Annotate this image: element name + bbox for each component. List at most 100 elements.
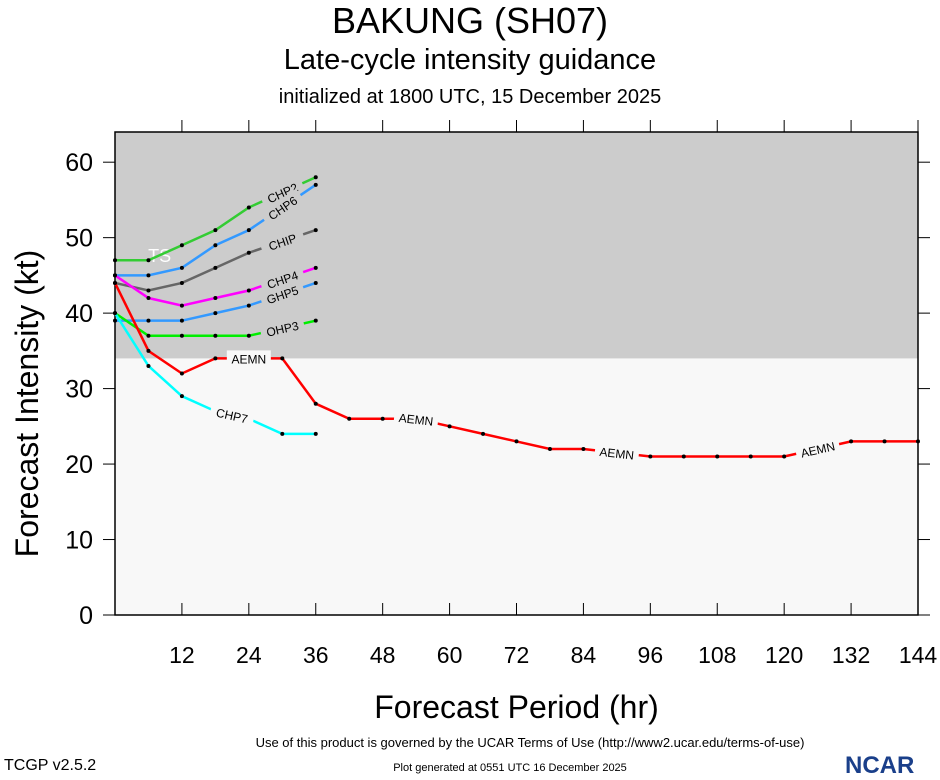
version-text: TCGP v2.5.2 [4,757,97,774]
data-point [146,333,151,338]
x-tick-label: 24 [236,642,262,668]
data-point [246,333,251,338]
y-tick-label: 60 [65,149,93,177]
label-background [258,264,306,293]
x-tick-label: 36 [303,642,329,668]
chart-subtitle: Late-cycle intensity guidance [283,44,657,76]
data-point [246,228,251,233]
x-tick-label: 132 [832,642,870,668]
y-tick-label: 30 [65,376,93,404]
data-point [313,431,318,436]
data-point [313,318,318,323]
y-tick-label: 0 [79,602,93,630]
data-point [179,371,184,376]
data-point [246,205,251,210]
x-tick-label: 48 [370,642,396,668]
x-tick-label: 72 [504,642,530,668]
y-tick-label: 50 [65,225,93,253]
data-point [882,439,887,444]
series-label-group: AEMN [594,442,640,463]
label-background [393,408,439,429]
data-point [280,431,285,436]
data-point [213,311,218,316]
data-point [113,258,117,263]
data-point [581,446,586,451]
data-point [313,280,318,285]
data-point [179,280,184,285]
x-tick-label: 108 [698,642,736,668]
label-background [258,176,306,208]
data-point [179,318,184,323]
x-axis-label: Forecast Period (hr) [374,689,659,725]
data-point [113,311,117,316]
data-point [113,273,117,278]
label-background [594,442,640,463]
ncar-logo: NCAR [845,752,915,779]
data-point [313,228,318,233]
series-label-group: CHP7 [209,402,256,427]
data-point [179,265,184,270]
label-background [259,315,306,340]
generated-text: Plot generated at 0551 UTC 16 December 2… [393,762,627,774]
data-point [213,296,218,301]
data-point [146,363,151,368]
data-point [179,333,184,338]
data-point [146,318,151,323]
data-point [179,243,184,248]
data-point [681,454,686,459]
data-point [213,243,218,248]
data-point [179,394,184,399]
data-point [347,416,352,421]
x-tick-label: 144 [899,642,938,668]
y-tick-label: 40 [65,300,93,328]
data-point [113,318,117,323]
data-point [213,265,218,270]
series-label-group: AEMN [393,408,439,429]
data-point [146,348,151,353]
data-point [313,182,318,187]
data-point [547,446,552,451]
y-tick-label: 20 [65,451,93,479]
series-label: AEMN [599,445,635,463]
x-tick-label: 60 [437,642,463,668]
series-label-group: AEMN [226,350,271,366]
data-point [481,431,486,436]
terms-text: Use of this product is governed by the U… [255,735,805,750]
x-tick-label: 12 [169,642,195,668]
data-point [380,416,385,421]
data-point [246,288,251,293]
x-tick-label: 96 [638,642,664,668]
data-point [715,454,720,459]
data-point [916,439,920,444]
chart-title: BAKUNG (SH07) [331,0,609,41]
data-point [648,454,653,459]
data-point [748,454,753,459]
label-background [226,350,271,366]
x-tick-label: 120 [765,642,803,668]
data-point [179,303,184,308]
data-point [146,296,151,301]
data-point [146,258,151,263]
ts-band [115,132,918,359]
data-point [246,303,251,308]
y-axis-label: Forecast Intensity (kt) [9,250,45,558]
data-point [782,454,787,459]
y-tick-label: 10 [65,527,93,555]
data-point [213,228,218,233]
data-point [246,250,251,255]
label-background [209,402,256,427]
data-point [514,439,519,444]
x-tick-label: 84 [571,642,597,668]
data-point [213,356,218,361]
label-background [258,279,306,308]
data-point [313,265,318,270]
data-point [313,175,318,180]
data-point [447,424,452,429]
label-background [258,226,306,256]
data-point [113,280,117,285]
data-point [213,333,218,338]
series-label: AEMN [398,411,434,429]
data-point [313,401,318,406]
